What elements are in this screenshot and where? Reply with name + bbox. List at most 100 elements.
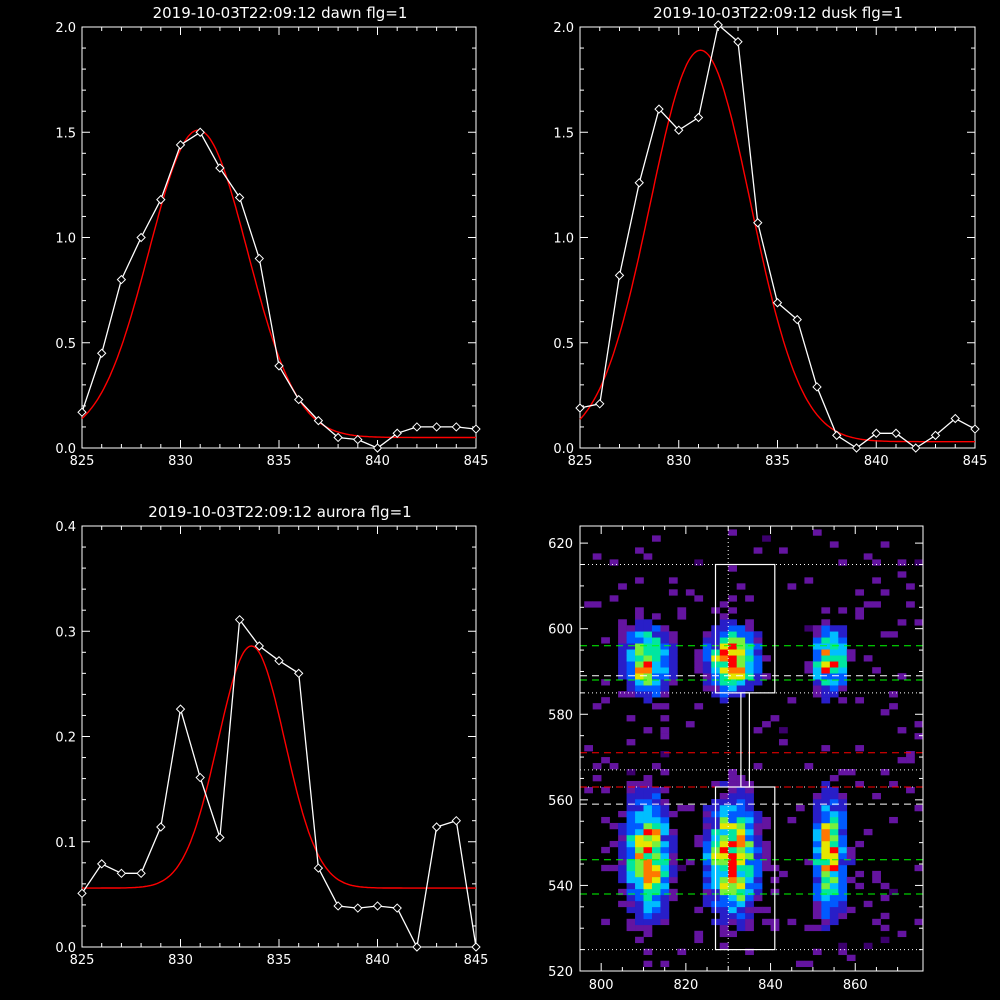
heatmap-cell — [728, 846, 737, 854]
heatmap-cell — [643, 667, 653, 674]
heatmap-cell — [821, 661, 831, 668]
heatmap-cell — [728, 858, 737, 866]
heatmap-cell — [728, 637, 737, 644]
heatmap-cell — [643, 894, 653, 902]
heatmap-cell — [736, 649, 746, 656]
heatmap-cell — [643, 775, 653, 782]
heatmap-cell — [660, 691, 670, 698]
heatmap-cell — [635, 900, 644, 908]
heatmap-cell — [635, 667, 644, 674]
heatmap-cell — [719, 816, 729, 824]
heatmap-cell — [618, 637, 627, 644]
dusk-data-point — [753, 218, 763, 228]
heatmap-cell — [863, 942, 873, 950]
heatmap-cell — [846, 649, 856, 656]
heatmap-cell — [736, 924, 746, 932]
aurora-data-point — [372, 901, 383, 911]
heatmap-cell — [609, 840, 619, 848]
chart-aurora: 2019-10-03T22:09:12 aurora flg=1 825 830 8… — [55, 503, 488, 968]
heatmap-cell — [702, 900, 712, 908]
heatmap-cell — [592, 553, 602, 560]
heatmap-cell — [702, 649, 712, 656]
heatmap-cell — [804, 960, 814, 968]
heatmap-cell — [651, 804, 661, 812]
heatmap-cell — [728, 625, 737, 632]
dusk-data-point — [930, 430, 941, 441]
heatmap-cell — [812, 822, 822, 830]
heatmap-cell — [812, 834, 822, 842]
dusk-data-point — [713, 20, 723, 30]
dawn-xtick-label: 825 — [70, 454, 95, 469]
heatmap-cell — [728, 894, 737, 902]
heatmap-cell — [651, 661, 661, 668]
heatmap-cell — [660, 894, 670, 902]
heatmap-cell — [914, 918, 924, 926]
heatmap-cell — [668, 876, 678, 884]
heatmap-cell — [745, 804, 754, 812]
heatmap-cell — [812, 631, 822, 638]
heatmap-cell — [643, 888, 653, 896]
heatmap-cell — [626, 846, 636, 854]
heatmap-xtick-label: 840 — [758, 978, 783, 993]
heatmap-cell — [677, 948, 687, 956]
heatmap-cell — [651, 858, 661, 866]
heatmap-cell — [838, 631, 848, 638]
heatmap-cell — [762, 816, 771, 824]
heatmap-cell — [719, 864, 729, 872]
heatmap-cell — [838, 948, 848, 956]
heatmap-cell — [609, 822, 619, 830]
heatmap-cell — [702, 846, 712, 854]
dusk-data-point — [674, 125, 684, 135]
heatmap-cell — [719, 667, 729, 674]
heatmap-cell — [660, 852, 670, 860]
heatmap-cell — [677, 804, 687, 812]
heatmap-cell — [702, 834, 712, 842]
dawn-xtick-label: 830 — [168, 454, 193, 469]
heatmap-cell — [668, 655, 678, 662]
heatmap-cell — [668, 661, 678, 668]
heatmap-cell — [829, 912, 839, 920]
heatmap-cell — [745, 948, 754, 956]
heatmap-cell — [635, 685, 644, 692]
heatmap-cell — [626, 661, 636, 668]
heatmap-cell — [821, 906, 831, 914]
heatmap-cell — [651, 763, 661, 770]
heatmap-cell — [719, 781, 729, 788]
heatmap-cell — [728, 804, 737, 812]
heatmap-cell — [668, 864, 678, 872]
dusk-xtick-label: 835 — [765, 454, 790, 469]
heatmap-cell — [736, 637, 746, 644]
heatmap-cell — [660, 912, 670, 920]
heatmap-cell — [872, 559, 881, 566]
heatmap-cell — [872, 601, 881, 608]
heatmap-cell — [838, 793, 848, 800]
heatmap-cell — [626, 631, 636, 638]
heatmap-cell — [651, 888, 661, 896]
heatmap-cells — [584, 529, 924, 968]
heatmap-cell — [626, 900, 636, 908]
heatmap-cell — [829, 840, 839, 848]
heatmap-cell — [719, 942, 729, 950]
heatmap-cell — [618, 900, 627, 908]
heatmap-cell — [651, 703, 661, 710]
aurora-xtick-label: 835 — [267, 953, 292, 968]
heatmap-cell — [829, 679, 839, 686]
heatmap-cell — [728, 781, 737, 788]
heatmap-cell — [728, 667, 737, 674]
heatmap-cell — [618, 870, 627, 878]
heatmap-cell — [736, 679, 746, 686]
heatmap-cell — [787, 583, 797, 590]
heatmap-cell — [643, 870, 653, 878]
heatmap-cell — [821, 625, 831, 632]
dawn-ytick-label: 1.0 — [55, 232, 76, 247]
heatmap-cell — [855, 870, 865, 878]
heatmap-cell — [829, 816, 839, 824]
dusk-ytick-label: 1.0 — [553, 232, 574, 247]
heatmap-cell — [736, 918, 746, 926]
heatmap-cell — [635, 781, 644, 788]
heatmap-cell — [829, 864, 839, 872]
heatmap-cell — [626, 685, 636, 692]
heatmap-cell — [643, 906, 653, 914]
heatmap-cell — [829, 834, 839, 842]
heatmap-cell — [618, 834, 627, 842]
